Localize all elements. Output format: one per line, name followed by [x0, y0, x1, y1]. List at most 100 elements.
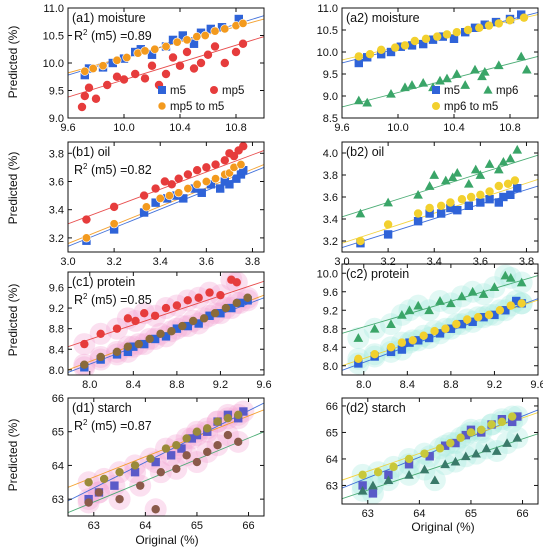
point-d1-mp5-2	[115, 494, 124, 504]
x-tick-label-a1-1: 10.0	[113, 122, 134, 134]
point-a2-m5-2	[377, 50, 386, 59]
point-a1-mp5-to-m5-12	[200, 30, 210, 40]
point-b1-mp5-4	[160, 177, 170, 186]
point-d2-m5-4	[425, 452, 434, 461]
point-a2-m5-4	[396, 42, 405, 51]
x-axis-title-left: Original (%)	[135, 533, 198, 547]
panel-label-a1: (a1) moisture	[72, 11, 146, 25]
point-a2-mp6-11	[470, 64, 480, 74]
point-d1-mp5-7	[182, 451, 191, 460]
point-d1-m5-6	[177, 444, 186, 453]
point-b2-mp6-to-m5-9	[485, 187, 494, 196]
point-b1-mp5-0	[82, 215, 91, 224]
point-c1-m5-8	[172, 324, 182, 333]
point-b1-mp5-11	[220, 156, 229, 165]
point-b2-mp6-12	[493, 164, 504, 174]
legend-a1: m5 mp5 mp5 to m5	[157, 85, 244, 113]
point-d2-m5-3	[404, 460, 414, 469]
point-b2-mp6-8	[463, 178, 474, 188]
x-tick-label-a2-3: 10.8	[499, 122, 520, 134]
point-b1-m5-12	[225, 180, 234, 189]
point-b1-mp5-to-m5-13	[236, 160, 246, 170]
point-c2-mp6-4	[404, 305, 415, 315]
point-b2-mp6-1	[383, 197, 393, 207]
y-tick-label-d1-1: 64	[52, 460, 64, 472]
point-a1-m5-6	[136, 45, 145, 54]
point-c2-mp6-11	[478, 289, 489, 298]
point-b1-m5-9	[206, 180, 216, 189]
point-c1-mp5-to-m5-5	[145, 334, 154, 344]
point-b1-mp5-1	[109, 202, 119, 212]
point-c2-mp6-to-m5-12	[495, 306, 505, 315]
point-d2-m5-7	[461, 430, 470, 440]
point-c1-mp5-to-m5-13	[232, 298, 241, 308]
point-a2-mp6-9	[451, 69, 462, 78]
point-c1-mp5-to-m5-14	[243, 293, 252, 302]
point-c2-mp6-to-m5-1	[370, 349, 379, 359]
point-c2-m5-0	[354, 359, 363, 368]
legend-marker-a2-0	[432, 86, 440, 94]
point-a1-mp5-to-m5-11	[192, 32, 202, 42]
point-b1-mp5-7	[183, 170, 193, 179]
panel-b1: 3.0 3.2 3.4 3.6 3.8 3.2 3.4 3.6 3.8 (b1) oil R2 (m…	[49, 141, 265, 268]
x-tick-label-d2-3: 66	[516, 508, 528, 520]
panel-d2: 63 64 65 66 63 64 65 66 (d2) starch	[326, 397, 539, 520]
point-d2-mp6-7	[450, 456, 461, 466]
point-a1-m5-13	[206, 24, 215, 34]
point-b2-mp6-to-m5-12	[510, 176, 520, 185]
legend-marker-a1-0	[158, 86, 166, 94]
point-a1-m5-3	[108, 58, 117, 68]
point-d2-m5-13	[513, 412, 522, 421]
point-c2-m5-2	[386, 347, 396, 357]
point-d2-mp6-to-m5-7	[456, 433, 465, 442]
point-a1-mp5-to-m5-0	[80, 66, 90, 76]
y-tick-label-b2-4: 4.0	[323, 148, 338, 160]
point-c2-mp6-to-m5-0	[354, 354, 363, 364]
point-a1-mp5-to-m5-4	[122, 52, 132, 62]
point-a1-mp5-19	[220, 58, 229, 68]
point-b2-mp6-2	[413, 189, 423, 199]
legend-marker-a1-2	[157, 101, 167, 111]
point-d2-mp6-3	[404, 470, 414, 479]
point-c1-m5-9	[183, 321, 192, 331]
point-d1-mp5-3	[136, 481, 145, 490]
point-b1-mp5-to-m5-1	[109, 219, 119, 229]
x-tick-label-b1-4: 3.8	[245, 256, 260, 268]
point-c2-mp6-to-m5-2	[386, 343, 396, 352]
point-c1-mp5-to-m5-6	[156, 329, 165, 338]
x-tick-label-b1-1: 3.2	[106, 256, 121, 268]
point-a2-mp6-4	[407, 80, 417, 89]
point-d2-mp6-1	[368, 480, 378, 490]
point-c2-mp6-to-m5-6	[430, 326, 439, 336]
point-b1-m5-8	[197, 188, 206, 197]
point-a2-mp6-14	[493, 60, 504, 70]
point-d1-mp5-to-m5-0	[84, 478, 93, 487]
point-d1-mp5-4	[151, 505, 160, 514]
point-c1-mp5-1	[96, 329, 105, 338]
x-tick-label-c2-3: 9.2	[487, 379, 502, 391]
legend-marker-a1-1	[210, 86, 218, 94]
point-a1-mp5-to-m5-2	[98, 61, 108, 71]
point-b1-mp5-to-m5-7	[192, 179, 202, 189]
point-c1-mp5-3	[123, 314, 133, 323]
point-b2-m5-12	[506, 190, 515, 199]
point-d2-mp6-to-m5-3	[404, 454, 414, 464]
point-a2-m5-5	[407, 41, 417, 50]
point-a1-mp5-to-m5-8	[161, 41, 171, 51]
y-tick-label-a1-1: 9.5	[49, 86, 64, 98]
point-c2-mp6-15	[516, 277, 527, 287]
point-c1-mp5-9	[183, 296, 192, 305]
point-c2-mp6-14	[505, 273, 516, 282]
point-d2-mp6-5	[430, 475, 440, 485]
point-a1-m5-10	[178, 31, 187, 40]
point-d2-mp6-11	[491, 446, 502, 455]
point-a1-mp5-9	[147, 61, 157, 70]
point-a2-m5-7	[428, 35, 438, 44]
x-tick-label-d1-0: 63	[88, 520, 100, 532]
x-tick-label-d1-2: 65	[191, 520, 203, 532]
point-b1-mp5-to-m5-8	[201, 176, 211, 186]
point-d1-m5-5	[166, 451, 176, 460]
point-d2-mp6-to-m5-0	[358, 470, 367, 480]
point-b2-mp6-14	[505, 153, 516, 163]
